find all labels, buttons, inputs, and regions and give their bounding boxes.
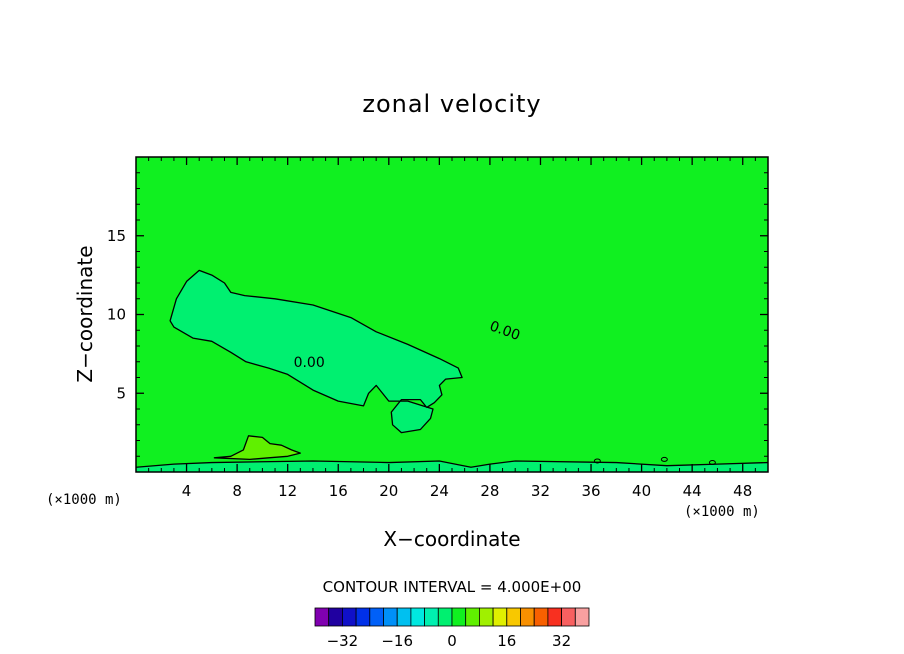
colorbar-swatch-19 xyxy=(574,607,590,627)
colorbar-swatch-13 xyxy=(492,607,508,627)
contour-label-0-0: 0.00 xyxy=(294,355,325,371)
y-ticks: 5 10 15 xyxy=(107,172,768,457)
colorbar xyxy=(314,607,590,627)
colorbar-swatch-17 xyxy=(547,607,563,627)
colorbar-swatch-0 xyxy=(314,607,330,627)
contour-line-1 xyxy=(213,435,301,461)
colorbar-swatch-12 xyxy=(478,607,494,627)
x-tick-label-36: 36 xyxy=(581,482,600,500)
chart-title: zonal velocity xyxy=(362,90,541,118)
small-contour-1 xyxy=(660,456,668,462)
x-tick-label-24: 24 xyxy=(430,482,449,500)
small-contour-2 xyxy=(708,460,716,466)
x-tick-label-40: 40 xyxy=(632,482,651,500)
y-tick-label-15: 15 xyxy=(107,227,126,245)
surface-band-contour xyxy=(136,460,768,468)
small-contour-0 xyxy=(593,458,601,464)
colorbar-swatch-15 xyxy=(520,607,535,627)
x-tick-label-28: 28 xyxy=(480,482,499,500)
colorbar-swatch-16 xyxy=(533,607,549,627)
colorbar-swatch-6 xyxy=(396,607,412,627)
colorbar-swatch-9 xyxy=(437,607,453,627)
colorbar-swatch-18 xyxy=(561,607,576,627)
contour-fill-1 xyxy=(214,435,301,460)
colorbar-tick-label-1: −16 xyxy=(381,632,413,650)
x-tick-label-32: 32 xyxy=(531,482,550,500)
y-tick-label-5: 5 xyxy=(116,384,126,402)
x-tick-label-8: 8 xyxy=(232,482,242,500)
colorbar-ticks: −32 −16 0 16 32 xyxy=(327,632,572,650)
x-units-left: (×1000 m) xyxy=(46,492,122,508)
x-tick-label-20: 20 xyxy=(379,482,398,500)
colorbar-tick-label-3: 16 xyxy=(497,632,516,650)
x-tick-label-4: 4 xyxy=(182,482,192,500)
contour-fills xyxy=(136,270,768,472)
y-tick-label-10: 10 xyxy=(107,306,126,324)
contour-interval: CONTOUR INTERVAL = 4.000E+00 xyxy=(323,578,582,596)
x-units-right: (×1000 m) xyxy=(684,504,760,520)
colorbar-tick-label-0: −32 xyxy=(327,632,359,650)
colorbar-tick-label-4: 32 xyxy=(552,632,571,650)
colorbar-swatch-5 xyxy=(383,607,398,627)
x-tick-label-12: 12 xyxy=(278,482,297,500)
colorbar-swatch-8 xyxy=(424,607,439,627)
y-axis-label: Z−coordinate xyxy=(73,245,97,382)
colorbar-swatch-1 xyxy=(328,607,343,627)
colorbar-tick-label-2: 0 xyxy=(447,632,457,650)
surface-band-fill xyxy=(136,460,768,472)
colorbar-swatch-14 xyxy=(506,607,521,627)
x-tick-label-44: 44 xyxy=(683,482,702,500)
x-ticks: 4 8 12 16 20 24 28 32 36 40 44 48 xyxy=(148,157,756,500)
colorbar-swatch-4 xyxy=(369,607,384,627)
x-axis-label: X−coordinate xyxy=(383,527,520,551)
colorbar-swatch-2 xyxy=(341,607,357,627)
contour-fill-0 xyxy=(170,270,463,433)
colorbar-swatch-11 xyxy=(465,607,480,627)
colorbar-swatch-3 xyxy=(355,607,371,627)
x-tick-label-48: 48 xyxy=(733,482,752,500)
contour-lines xyxy=(136,269,768,468)
colorbar-swatch-10 xyxy=(451,607,467,627)
colorbar-swatch-7 xyxy=(410,607,425,627)
x-tick-label-16: 16 xyxy=(329,482,348,500)
contour-line-0 xyxy=(169,269,463,434)
